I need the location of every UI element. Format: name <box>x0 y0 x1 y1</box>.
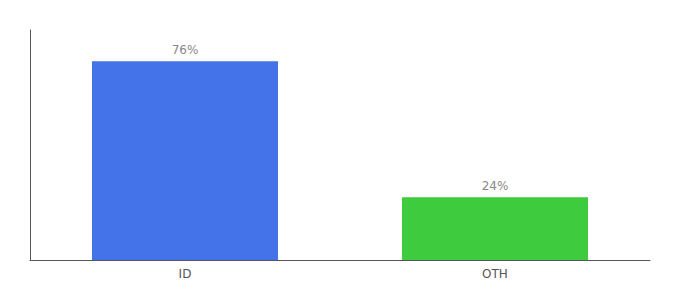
svg-text:OTH: OTH <box>482 267 508 281</box>
svg-text:76%: 76% <box>172 43 199 57</box>
svg-text:24%: 24% <box>482 179 509 193</box>
svg-text:ID: ID <box>179 267 192 281</box>
